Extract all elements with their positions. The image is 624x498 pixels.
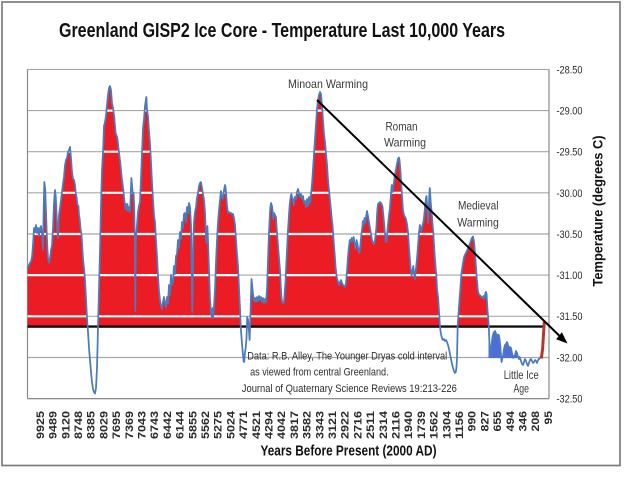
svg-text:6442: 6442: [162, 411, 174, 439]
svg-text:-29.00: -29.00: [557, 106, 583, 118]
svg-text:Minoan Warming: Minoan Warming: [288, 77, 368, 91]
svg-text:9925: 9925: [35, 411, 47, 439]
svg-text:4042: 4042: [276, 411, 288, 439]
svg-text:2116: 2116: [391, 411, 403, 439]
svg-text:8385: 8385: [86, 411, 98, 439]
svg-text:1739: 1739: [416, 411, 428, 439]
svg-text:3343: 3343: [314, 411, 326, 439]
svg-text:7369: 7369: [124, 411, 136, 439]
svg-text:-31.50: -31.50: [557, 311, 583, 323]
svg-text:6743: 6743: [149, 411, 161, 439]
svg-text:4294: 4294: [264, 410, 276, 439]
svg-text:2314: 2314: [378, 410, 390, 439]
svg-text:Greenland GISP2 Ice Core - Tem: Greenland GISP2 Ice Core - Temperature L…: [59, 19, 505, 42]
svg-text:5562: 5562: [200, 411, 212, 439]
svg-text:Little Ice: Little Ice: [504, 368, 539, 382]
svg-text:Temperature (degrees C): Temperature (degrees C): [590, 136, 606, 287]
svg-text:1562: 1562: [429, 411, 441, 439]
svg-text:494: 494: [505, 410, 517, 431]
svg-text:1156: 1156: [454, 411, 466, 439]
svg-text:Journal of Quaternary Science: Journal of Quaternary Science Reviews 19…: [242, 383, 457, 395]
svg-text:Medieval: Medieval: [458, 199, 499, 213]
svg-text:1304: 1304: [441, 410, 453, 439]
svg-text:95: 95: [543, 411, 555, 425]
svg-text:4771: 4771: [238, 411, 250, 439]
svg-text:-29.50: -29.50: [557, 147, 583, 159]
svg-text:3121: 3121: [327, 411, 339, 439]
svg-text:2511: 2511: [365, 411, 377, 439]
svg-text:346: 346: [518, 411, 530, 432]
svg-text:Roman: Roman: [386, 120, 418, 134]
svg-text:2716: 2716: [352, 411, 364, 439]
svg-text:as viewed from central Greenla: as viewed from central Greenland.: [250, 367, 389, 379]
svg-text:-28.50: -28.50: [557, 64, 583, 76]
svg-text:Warming: Warming: [384, 136, 426, 150]
svg-text:3582: 3582: [302, 411, 314, 439]
svg-text:-30.00: -30.00: [557, 188, 583, 200]
svg-text:5855: 5855: [187, 411, 199, 439]
svg-text:7695: 7695: [111, 411, 123, 439]
svg-text:9489: 9489: [48, 411, 60, 439]
svg-text:3817: 3817: [289, 411, 301, 439]
svg-text:208: 208: [530, 411, 542, 432]
svg-text:-30.50: -30.50: [557, 229, 583, 241]
svg-text:7043: 7043: [137, 411, 149, 439]
svg-text:-32.00: -32.00: [557, 352, 583, 364]
svg-text:990: 990: [467, 411, 479, 432]
svg-text:6144: 6144: [175, 410, 187, 439]
svg-text:4521: 4521: [251, 411, 263, 439]
svg-text:Warming: Warming: [457, 216, 499, 230]
svg-text:827: 827: [479, 411, 491, 432]
svg-text:655: 655: [492, 411, 504, 432]
svg-text:Data: R.B. Alley, The Younger: Data: R.B. Alley, The Younger Dryas cold…: [247, 350, 447, 362]
svg-text:-32.50: -32.50: [557, 394, 583, 406]
svg-text:2922: 2922: [340, 411, 352, 439]
svg-text:Age: Age: [514, 381, 530, 395]
svg-text:Years Before Present (2000 AD): Years Before Present (2000 AD): [261, 444, 437, 460]
svg-text:8748: 8748: [73, 411, 85, 439]
svg-text:8029: 8029: [98, 411, 110, 439]
svg-text:-31.00: -31.00: [557, 270, 583, 282]
svg-text:1940: 1940: [403, 411, 415, 439]
svg-text:5275: 5275: [213, 411, 225, 439]
svg-text:9120: 9120: [60, 411, 72, 439]
svg-text:5024: 5024: [225, 410, 237, 439]
